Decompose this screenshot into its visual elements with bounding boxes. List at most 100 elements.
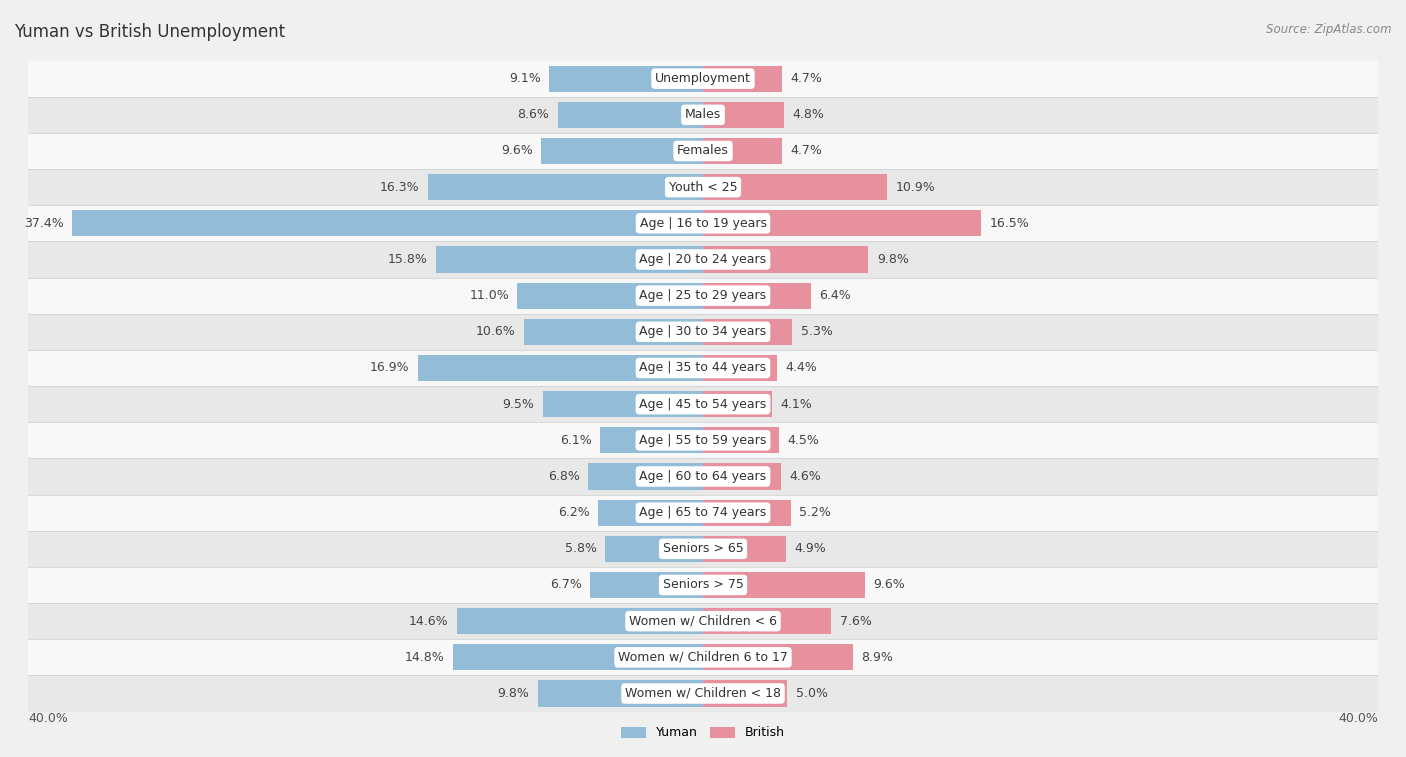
Text: Age | 25 to 29 years: Age | 25 to 29 years	[640, 289, 766, 302]
Text: 4.7%: 4.7%	[790, 72, 823, 85]
Text: 6.1%: 6.1%	[560, 434, 592, 447]
Bar	[703, 500, 790, 525]
Text: 4.9%: 4.9%	[794, 542, 825, 556]
Text: 6.4%: 6.4%	[820, 289, 851, 302]
Text: Seniors > 65: Seniors > 65	[662, 542, 744, 556]
Text: 4.1%: 4.1%	[780, 397, 813, 410]
Text: 5.8%: 5.8%	[565, 542, 596, 556]
Bar	[28, 169, 1378, 205]
Text: Source: ZipAtlas.com: Source: ZipAtlas.com	[1267, 23, 1392, 36]
Legend: Yuman, British: Yuman, British	[616, 721, 790, 744]
Bar	[28, 313, 1378, 350]
Bar	[703, 319, 793, 345]
Text: 15.8%: 15.8%	[388, 253, 427, 266]
Text: 9.8%: 9.8%	[498, 687, 529, 700]
Text: 6.7%: 6.7%	[550, 578, 582, 591]
Text: Women w/ Children 6 to 17: Women w/ Children 6 to 17	[619, 651, 787, 664]
Text: 16.3%: 16.3%	[380, 181, 419, 194]
Bar	[28, 61, 1378, 97]
Bar	[703, 427, 779, 453]
Text: Females: Females	[678, 145, 728, 157]
Bar	[28, 205, 1378, 241]
Bar	[28, 494, 1378, 531]
Text: Women w/ Children < 18: Women w/ Children < 18	[626, 687, 780, 700]
Bar	[703, 282, 811, 309]
Text: Age | 20 to 24 years: Age | 20 to 24 years	[640, 253, 766, 266]
Text: Age | 55 to 59 years: Age | 55 to 59 years	[640, 434, 766, 447]
Text: 5.2%: 5.2%	[799, 506, 831, 519]
Bar	[703, 681, 787, 706]
Bar	[703, 463, 780, 490]
Text: 9.8%: 9.8%	[877, 253, 908, 266]
Bar	[72, 210, 703, 236]
Text: 4.4%: 4.4%	[786, 362, 817, 375]
Bar	[703, 355, 778, 381]
Text: 4.6%: 4.6%	[789, 470, 821, 483]
Bar	[558, 101, 703, 128]
Bar	[537, 681, 703, 706]
Text: 4.5%: 4.5%	[787, 434, 820, 447]
Text: 14.6%: 14.6%	[409, 615, 449, 628]
Text: Seniors > 75: Seniors > 75	[662, 578, 744, 591]
Text: 14.8%: 14.8%	[405, 651, 444, 664]
Bar	[28, 639, 1378, 675]
Text: 6.8%: 6.8%	[548, 470, 579, 483]
Text: 16.5%: 16.5%	[990, 217, 1029, 230]
Bar	[591, 572, 703, 598]
Text: 5.0%: 5.0%	[796, 687, 828, 700]
Bar	[703, 138, 782, 164]
Text: 9.1%: 9.1%	[509, 72, 541, 85]
Bar	[703, 536, 786, 562]
Bar	[600, 427, 703, 453]
Text: 40.0%: 40.0%	[1339, 712, 1378, 725]
Bar	[517, 282, 703, 309]
Bar	[703, 247, 869, 273]
Text: 4.7%: 4.7%	[790, 145, 823, 157]
Bar	[28, 97, 1378, 133]
Bar	[703, 391, 772, 417]
Text: 10.9%: 10.9%	[896, 181, 935, 194]
Bar	[28, 459, 1378, 494]
Text: 10.6%: 10.6%	[477, 326, 516, 338]
Bar	[457, 608, 703, 634]
Bar	[524, 319, 703, 345]
Bar	[543, 391, 703, 417]
Text: Women w/ Children < 6: Women w/ Children < 6	[628, 615, 778, 628]
Bar	[703, 210, 981, 236]
Text: Yuman vs British Unemployment: Yuman vs British Unemployment	[14, 23, 285, 41]
Bar	[599, 500, 703, 525]
Bar	[28, 278, 1378, 313]
Text: 4.8%: 4.8%	[793, 108, 824, 121]
Text: 9.6%: 9.6%	[501, 145, 533, 157]
Bar	[703, 101, 785, 128]
Bar	[703, 572, 865, 598]
Text: Age | 45 to 54 years: Age | 45 to 54 years	[640, 397, 766, 410]
Text: Age | 30 to 34 years: Age | 30 to 34 years	[640, 326, 766, 338]
Bar	[28, 241, 1378, 278]
Bar	[28, 133, 1378, 169]
Bar	[703, 174, 887, 200]
Text: 8.6%: 8.6%	[517, 108, 550, 121]
Text: 37.4%: 37.4%	[24, 217, 63, 230]
Text: 11.0%: 11.0%	[470, 289, 509, 302]
Text: 6.2%: 6.2%	[558, 506, 591, 519]
Text: Age | 60 to 64 years: Age | 60 to 64 years	[640, 470, 766, 483]
Bar	[28, 567, 1378, 603]
Text: Youth < 25: Youth < 25	[669, 181, 737, 194]
Bar	[28, 603, 1378, 639]
Text: Males: Males	[685, 108, 721, 121]
Bar	[427, 174, 703, 200]
Bar	[703, 644, 853, 671]
Text: 7.6%: 7.6%	[839, 615, 872, 628]
Bar	[418, 355, 703, 381]
Bar	[28, 386, 1378, 422]
Text: Age | 65 to 74 years: Age | 65 to 74 years	[640, 506, 766, 519]
Text: 8.9%: 8.9%	[862, 651, 893, 664]
Text: Unemployment: Unemployment	[655, 72, 751, 85]
Bar	[703, 608, 831, 634]
Bar	[436, 247, 703, 273]
Bar	[28, 422, 1378, 459]
Text: 9.5%: 9.5%	[502, 397, 534, 410]
Bar	[28, 675, 1378, 712]
Text: Age | 16 to 19 years: Age | 16 to 19 years	[640, 217, 766, 230]
